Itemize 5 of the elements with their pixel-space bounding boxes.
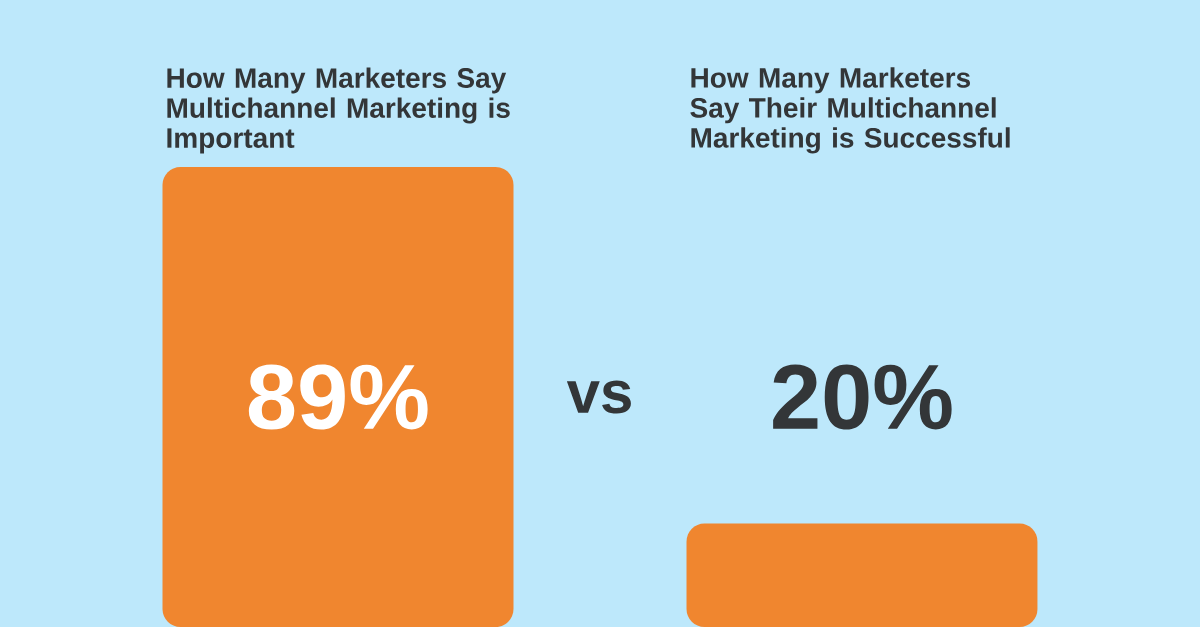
annotation: vs [566,380,631,414]
x-tick-label: How Many Marketers Say Multichannel Marketing is Important [167,67,510,154]
x-tick-label: How Many Marketers Say Their Multichannel Marketing is Successful [690,67,1010,154]
data-label: 20% [773,364,952,430]
data-label: 89% [248,364,428,430]
